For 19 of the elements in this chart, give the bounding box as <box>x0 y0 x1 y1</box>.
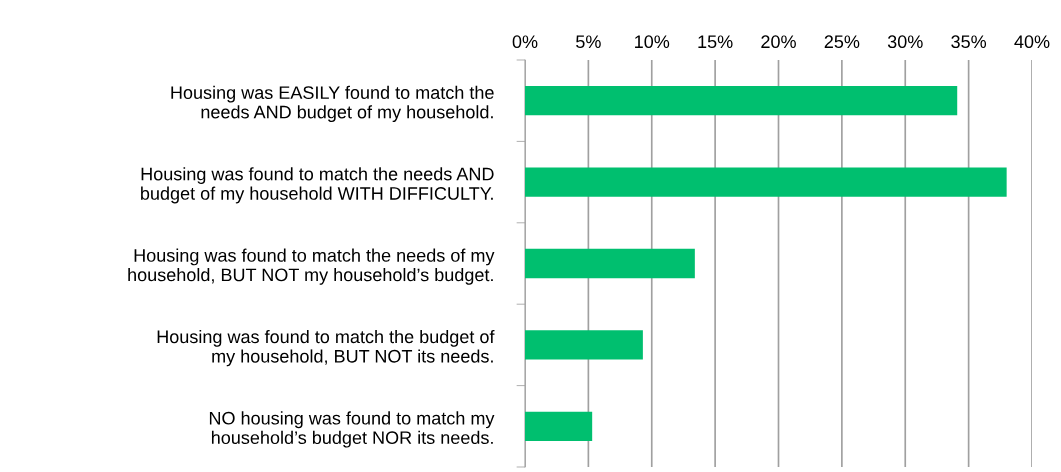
bar <box>525 86 958 116</box>
x-tick-label: 25% <box>824 35 860 49</box>
x-tick-label: 30% <box>887 35 923 49</box>
x-tick-label: 35% <box>951 35 987 49</box>
x-tick-label: 0% <box>512 35 538 49</box>
y-tick-label: Housing was EASILY found to match the needs AND budget of my household. <box>171 85 494 123</box>
y-tick-label: Housing was found to match the needs of my household, BUT NOT my household’s budget. <box>128 248 495 285</box>
bar <box>525 411 593 441</box>
bar <box>525 167 1007 197</box>
y-tick-label: Housing was found to match the budget of my household, BUT NOT its needs. <box>157 329 495 367</box>
x-tick-label: 5% <box>576 35 601 49</box>
x-tick-label: 15% <box>698 35 733 49</box>
y-tick-label: Housing was found to match the needs AND budget of my household WITH DIFFICULTY. <box>141 167 494 204</box>
bar <box>525 248 695 279</box>
x-tick-label: 20% <box>761 35 796 49</box>
x-tick-label: 10% <box>635 35 670 49</box>
y-tick-label: NO housing was found to match my household’s budget NOR its needs. <box>209 411 495 448</box>
x-tick-label: 40% <box>1014 35 1050 49</box>
bar <box>525 330 643 360</box>
